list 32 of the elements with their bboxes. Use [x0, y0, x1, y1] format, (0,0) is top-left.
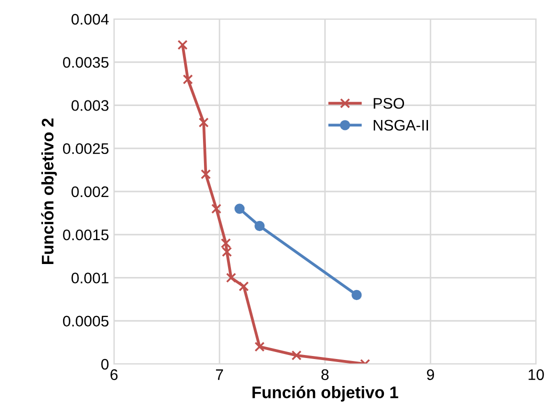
point	[222, 246, 232, 257]
point	[234, 204, 245, 214]
point	[198, 117, 209, 128]
y-axis-title: Función objetivo 2	[41, 118, 57, 264]
point	[220, 238, 231, 248]
point	[226, 272, 236, 283]
y-tick-label: 0.0035	[63, 56, 109, 68]
point	[254, 220, 265, 232]
y-tick-label: 0	[101, 358, 109, 370]
point	[200, 169, 211, 180]
x-tick-label: 8	[321, 369, 329, 380]
x-tick-label: 6	[110, 369, 118, 380]
point	[182, 74, 193, 84]
y-tick-label: 0.003	[72, 100, 108, 111]
x-tick-label: 9	[426, 369, 434, 380]
legend-label: NSGA-II	[374, 120, 428, 131]
point	[178, 40, 188, 50]
legend-label: PSO	[374, 98, 404, 109]
x-tick-label: 10	[528, 369, 544, 380]
point	[352, 290, 362, 300]
y-tick-label: 0.004	[72, 14, 109, 25]
y-tick-label: 0.0015	[63, 229, 109, 240]
y-tick-label: 0.0005	[63, 316, 109, 327]
y-tick-label: 0.001	[72, 272, 108, 284]
point	[238, 281, 249, 292]
y-tick-label: 0.002	[72, 186, 108, 198]
point	[254, 342, 265, 352]
point	[291, 350, 302, 360]
x-axis-title: Función objetivo 1	[252, 386, 398, 402]
point	[211, 204, 222, 214]
y-tick-label: 0.0025	[63, 143, 109, 154]
x-tick-label: 7	[216, 369, 223, 380]
